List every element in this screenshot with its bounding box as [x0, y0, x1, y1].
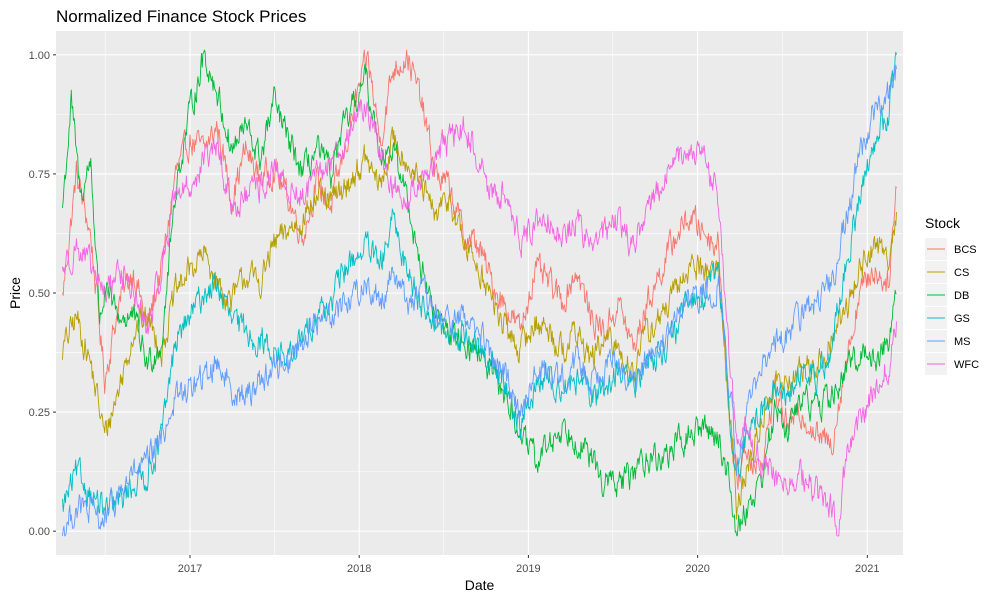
- y-axis-ticks: 0.00 0.25 0.50 0.75 1.00: [29, 50, 56, 538]
- series-lines: [62, 49, 897, 537]
- legend-label-wfc: WFC: [954, 359, 979, 371]
- x-tick-label: 2017: [178, 563, 202, 575]
- x-tick-label: 2019: [516, 563, 540, 575]
- x-tick-label: 2021: [855, 563, 879, 575]
- y-tick-label: 0.00: [29, 526, 50, 538]
- y-tick-label: 0.75: [29, 169, 50, 181]
- y-tick-label: 0.25: [29, 407, 50, 419]
- series-line-db: [62, 49, 897, 537]
- series-line-ms: [62, 64, 897, 537]
- series-line-wfc: [62, 98, 897, 537]
- y-tick-label: 0.50: [29, 288, 50, 300]
- x-axis-ticks: 2017 2018 2019 2020 2021: [178, 555, 880, 575]
- series-line-gs: [62, 51, 897, 516]
- legend: Stock BCS CS DB GS MS WFC: [925, 215, 979, 375]
- y-tick-label: 1.00: [29, 50, 50, 62]
- legend-label-gs: GS: [954, 313, 970, 325]
- x-axis-title: Date: [465, 577, 495, 593]
- legend-label-db: DB: [954, 290, 969, 302]
- legend-items: BCS CS DB GS MS WFC: [925, 238, 979, 375]
- series-line-bcs: [62, 49, 897, 490]
- x-tick-label: 2020: [685, 563, 709, 575]
- legend-title: Stock: [925, 215, 961, 231]
- legend-label-bcs: BCS: [954, 244, 977, 256]
- x-tick-label: 2018: [347, 563, 371, 575]
- series-line-cs: [62, 126, 897, 520]
- chart-title: Normalized Finance Stock Prices: [56, 7, 306, 26]
- legend-label-ms: MS: [954, 336, 971, 348]
- legend-label-cs: CS: [954, 267, 969, 279]
- y-axis-title: Price: [7, 277, 23, 309]
